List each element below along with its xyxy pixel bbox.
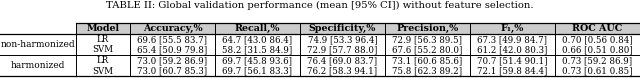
Text: 65.4 [50.9 79.8]: 65.4 [50.9 79.8] — [138, 45, 207, 54]
Text: 58.2 [31.5 84.9]: 58.2 [31.5 84.9] — [222, 45, 292, 54]
Text: ROC AUC: ROC AUC — [572, 24, 623, 33]
Text: 67.6 [55.2 80.0]: 67.6 [55.2 80.0] — [392, 45, 463, 54]
Text: harmonized: harmonized — [11, 61, 65, 70]
Text: non-harmonized: non-harmonized — [1, 40, 75, 49]
Text: SVM: SVM — [92, 67, 113, 76]
Text: 74.9 [53.3 96.4]: 74.9 [53.3 96.4] — [308, 35, 378, 44]
Text: Precision,%: Precision,% — [396, 24, 459, 33]
Text: 72.9 [56.3 89.5]: 72.9 [56.3 89.5] — [392, 35, 463, 44]
Text: F₁,%: F₁,% — [500, 24, 524, 33]
Text: Recall,%: Recall,% — [235, 24, 280, 33]
Text: 76.4 [69.0 83.7]: 76.4 [69.0 83.7] — [307, 56, 378, 65]
Text: Accuracy,%: Accuracy,% — [143, 24, 202, 33]
Text: SVM: SVM — [92, 45, 113, 54]
Text: 73.0 [60.7 85.3]: 73.0 [60.7 85.3] — [138, 67, 207, 76]
Text: 64.7 [43.0 86.4]: 64.7 [43.0 86.4] — [222, 35, 292, 44]
Text: 0.66 [0.51 0.80]: 0.66 [0.51 0.80] — [562, 45, 633, 54]
Text: 75.8 [62.3 89.2]: 75.8 [62.3 89.2] — [392, 67, 463, 76]
Text: LR: LR — [97, 35, 109, 44]
Text: 0.73 [0.61 0.85]: 0.73 [0.61 0.85] — [563, 67, 633, 76]
Text: 61.2 [42.0 80.3]: 61.2 [42.0 80.3] — [477, 45, 548, 54]
Text: 73.0 [59.2 86.9]: 73.0 [59.2 86.9] — [138, 56, 207, 65]
Bar — [76, 23, 640, 34]
Text: 69.7 [56.1 83.3]: 69.7 [56.1 83.3] — [223, 67, 292, 76]
Text: LR: LR — [97, 56, 109, 65]
Text: 69.7 [45.8 93.6]: 69.7 [45.8 93.6] — [223, 56, 292, 65]
Text: 70.7 [51.4 90.1]: 70.7 [51.4 90.1] — [477, 56, 548, 65]
Text: 76.2 [58.3 94.1]: 76.2 [58.3 94.1] — [307, 67, 378, 76]
Text: TABLE II: Global validation performance (mean [95% CI]) without feature selectio: TABLE II: Global validation performance … — [106, 1, 534, 10]
Text: Specificity,%: Specificity,% — [308, 24, 376, 33]
Text: Model: Model — [86, 24, 119, 33]
Text: 0.73 [59.2 86.9]: 0.73 [59.2 86.9] — [563, 56, 632, 65]
Text: 72.1 [59.8 84.4]: 72.1 [59.8 84.4] — [477, 67, 548, 76]
Text: 69.6 [55.5 83.7]: 69.6 [55.5 83.7] — [138, 35, 207, 44]
Text: 67.3 [49.9 84.7]: 67.3 [49.9 84.7] — [477, 35, 547, 44]
Text: 0.70 [0.56 0.84]: 0.70 [0.56 0.84] — [562, 35, 633, 44]
Text: 73.1 [60.6 85.6]: 73.1 [60.6 85.6] — [392, 56, 463, 65]
Text: 72.9 [57.7 88.0]: 72.9 [57.7 88.0] — [307, 45, 378, 54]
